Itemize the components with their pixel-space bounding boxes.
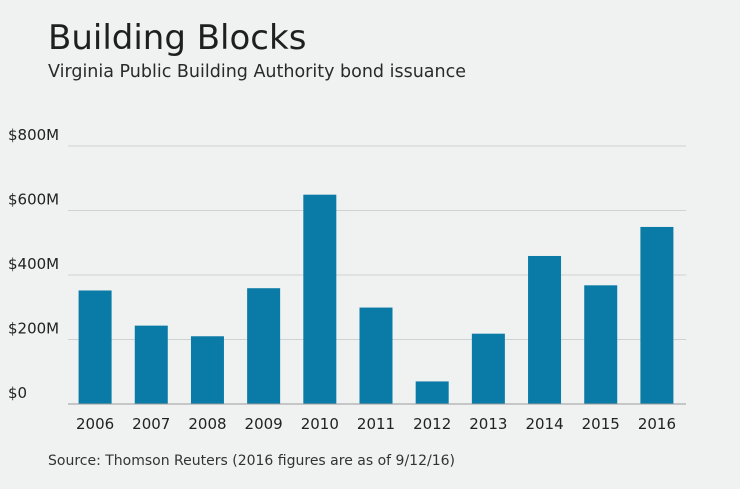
axes: $0 $200M $400M $600M $800M 2006 2007 2008 2009 20… xyxy=(8,126,686,433)
bar-2012 xyxy=(415,381,449,404)
y-tick-label: $600M xyxy=(8,191,59,209)
bar-2013 xyxy=(471,333,505,404)
bar-2014 xyxy=(528,255,562,404)
y-tick-label: $0 xyxy=(8,384,27,402)
x-tick-label: 2015 xyxy=(582,415,620,433)
y-tick-label: $200M xyxy=(8,320,59,338)
bar-2011 xyxy=(359,307,393,404)
bar-2008 xyxy=(190,336,224,404)
bar-2007 xyxy=(134,325,168,404)
x-tick-label: 2011 xyxy=(357,415,395,433)
y-tick-label: $800M xyxy=(8,126,59,144)
x-tick-label: 2010 xyxy=(301,415,339,433)
x-tick-label: 2016 xyxy=(638,415,676,433)
x-tick-label: 2006 xyxy=(76,415,114,433)
x-tick-label: 2009 xyxy=(245,415,283,433)
bar-2010 xyxy=(303,194,337,404)
bar-2016 xyxy=(640,226,674,404)
bar-2015 xyxy=(584,285,618,404)
x-tick-label: 2012 xyxy=(413,415,451,433)
x-tick-label: 2013 xyxy=(469,415,507,433)
chart-subtitle: Virginia Public Building Authority bond … xyxy=(48,62,466,82)
bar-2009 xyxy=(247,288,281,404)
x-tick-label: 2008 xyxy=(188,415,226,433)
source-note: Source: Thomson Reuters (2016 figures ar… xyxy=(48,453,455,469)
bar-2006 xyxy=(78,290,112,404)
bars xyxy=(78,194,674,404)
y-tick-label: $400M xyxy=(8,255,59,273)
x-tick-label: 2014 xyxy=(525,415,563,433)
chart-title: Building Blocks xyxy=(48,18,307,58)
x-tick-label: 2007 xyxy=(132,415,170,433)
